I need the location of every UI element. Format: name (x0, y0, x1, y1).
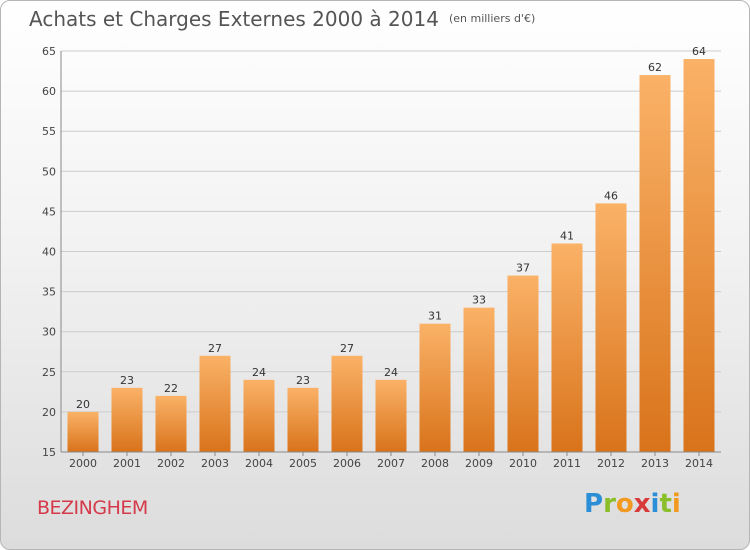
bar-2011 (551, 243, 583, 452)
data-label-2014: 64 (692, 45, 706, 58)
logo-letter: t (659, 489, 672, 519)
data-label-2013: 62 (648, 61, 662, 74)
x-tick-label-2005: 2005 (289, 457, 317, 470)
y-tick-label: 50 (42, 165, 56, 178)
title-text: Achats et Charges Externes 2000 à 2014 (29, 7, 439, 31)
y-tick-label: 35 (42, 286, 56, 299)
unit-note: (en milliers d'€) (448, 12, 536, 25)
data-label-2007: 24 (384, 366, 398, 379)
data-label-2008: 31 (428, 310, 442, 323)
x-tick-label-2013: 2013 (641, 457, 669, 470)
y-tick-label: 30 (42, 326, 56, 339)
y-tick-label: 25 (42, 366, 56, 379)
bar-2010 (507, 275, 539, 452)
bar-2007 (375, 379, 407, 452)
data-label-2004: 24 (252, 366, 266, 379)
x-tick-label-2001: 2001 (113, 457, 141, 470)
bar-2013 (639, 75, 671, 452)
proxiti-logo: Proxiti (584, 489, 681, 519)
bar-2009 (463, 307, 495, 452)
data-labels: 20 23 22 27 24 23 27 24 31 33 37 41 46 62 64 (76, 45, 706, 411)
data-label-2003: 27 (208, 342, 222, 355)
bars (67, 59, 715, 453)
logo-letter: r (603, 489, 616, 519)
logo-letter: i (650, 489, 660, 519)
x-tick-label-2010: 2010 (509, 457, 537, 470)
logo-letter: P (584, 489, 604, 519)
bar-2001 (111, 387, 143, 452)
x-tick-label-2003: 2003 (201, 457, 229, 470)
x-tick-label-2002: 2002 (157, 457, 185, 470)
y-tick-label: 45 (42, 205, 56, 218)
chart-title: Achats et Charges Externes 2000 à 2014 (e… (29, 7, 535, 31)
bar-2000 (67, 411, 99, 452)
y-tick-label: 40 (42, 246, 56, 259)
bar-2012 (595, 203, 627, 452)
x-tick-label-2000: 2000 (69, 457, 97, 470)
y-tick-label: 60 (42, 85, 56, 98)
data-label-2009: 33 (472, 294, 486, 307)
y-tick-label: 15 (42, 446, 56, 459)
data-label-2005: 23 (296, 374, 310, 387)
data-label-2001: 23 (120, 374, 134, 387)
bar-2002 (155, 395, 187, 452)
x-tick-label-2007: 2007 (377, 457, 405, 470)
bar-2005 (287, 387, 319, 452)
x-tick-label-2011: 2011 (553, 457, 581, 470)
x-tick-label-2006: 2006 (333, 457, 361, 470)
y-tick-label: 65 (42, 45, 56, 58)
data-label-2002: 22 (164, 382, 178, 395)
x-tick-label-2012: 2012 (597, 457, 625, 470)
data-label-2000: 20 (76, 398, 90, 411)
bar-2006 (331, 355, 363, 452)
data-label-2011: 41 (560, 229, 574, 242)
bar-2003 (199, 355, 231, 452)
y-tick-label: 55 (42, 125, 56, 138)
x-tick-label-2008: 2008 (421, 457, 449, 470)
data-label-2006: 27 (340, 342, 354, 355)
data-label-2012: 46 (604, 189, 618, 202)
bar-2014 (683, 59, 715, 453)
y-tick-label: 20 (42, 406, 56, 419)
logo-letter: i (671, 489, 681, 519)
x-tick-label-2009: 2009 (465, 457, 493, 470)
x-tick-label-2004: 2004 (245, 457, 273, 470)
bar-2004 (243, 379, 275, 452)
data-label-2010: 37 (516, 262, 530, 275)
bar-2008 (419, 323, 451, 452)
x-tick-label-2014: 2014 (685, 457, 713, 470)
axes: 15 20 25 30 35 40 45 50 55 60 65 2000 2001 2002 2003 20… (42, 45, 721, 470)
logo-letter: x (633, 489, 651, 519)
logo-letter: o (615, 489, 634, 519)
city-name: BEZINGHEM (37, 497, 148, 519)
